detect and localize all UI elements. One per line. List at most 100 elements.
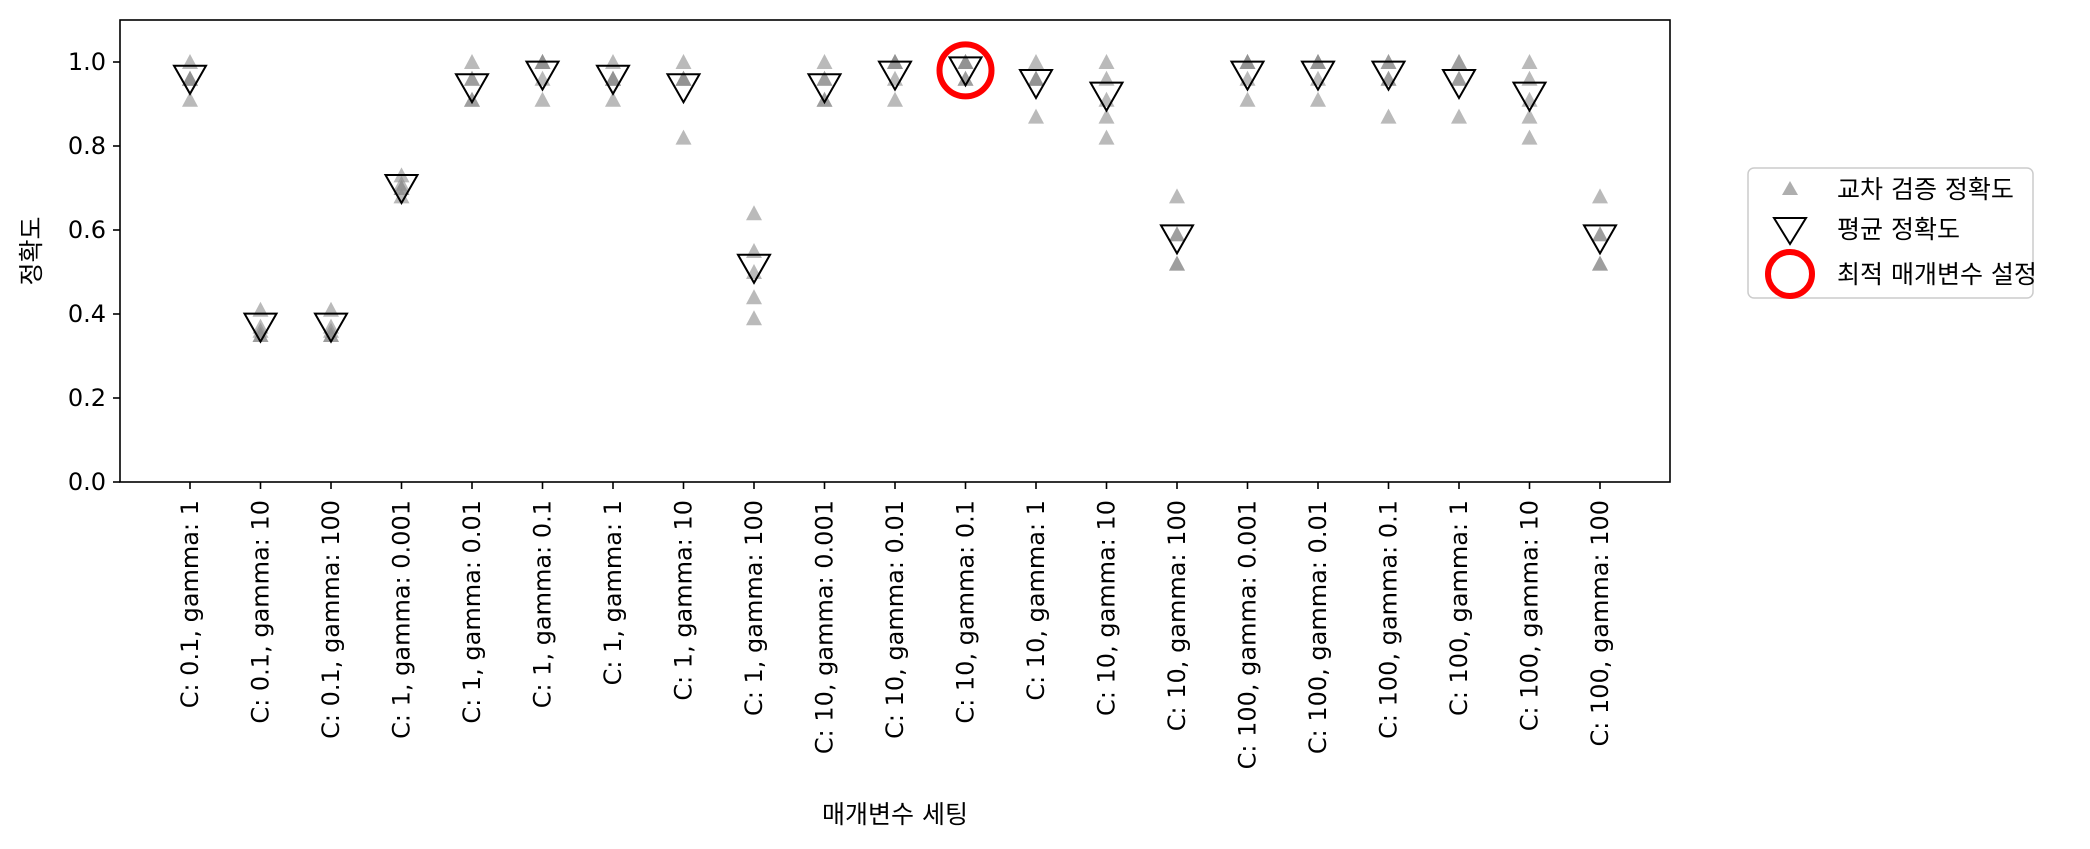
- x-tick-label: C: 10, gamma: 1: [1022, 500, 1050, 701]
- y-tick-label: 0.6: [68, 216, 106, 244]
- cv-accuracy-point: [1592, 226, 1608, 242]
- y-tick-label: 0.4: [68, 300, 106, 328]
- cv-accuracy-point: [1169, 188, 1185, 204]
- mean-accuracy-point: [595, 64, 631, 96]
- cv-accuracy-point: [1169, 255, 1185, 271]
- cv-accuracy-point: [1028, 54, 1044, 69]
- cv-accuracy-point: [1028, 70, 1044, 86]
- cv-accuracy-point: [182, 70, 198, 86]
- cv-accuracy-point: [1169, 226, 1185, 242]
- cv-accuracy-point: [1098, 54, 1115, 69]
- mean-accuracy-point: [877, 60, 913, 92]
- mean-accuracy-point: [1229, 60, 1266, 92]
- mean-accuracy-point: [1018, 69, 1054, 101]
- mean-accuracy-point: [313, 312, 349, 344]
- legend-label-mean: 평균 정확도: [1837, 215, 1960, 244]
- cv-accuracy-point: [957, 54, 974, 69]
- legend-marker-cv: [1782, 181, 1798, 195]
- mean-accuracy-point: [1582, 224, 1618, 256]
- x-tick-label: C: 1, gamma: 0.1: [529, 500, 557, 708]
- cv-accuracy-point: [1098, 108, 1115, 124]
- mean-accuracy-point: [1159, 224, 1195, 256]
- x-tick-label: C: 10, gamma: 0.1: [952, 500, 980, 724]
- mean-accuracy-point: [524, 60, 561, 92]
- x-tick-label: C: 0.1, gamma: 10: [247, 500, 275, 724]
- mean-accuracy-point: [1511, 81, 1548, 113]
- x-tick-label: C: 10, gamma: 0.001: [811, 500, 839, 754]
- mean-accuracy-point: [1088, 81, 1125, 113]
- y-tick-label: 1.0: [68, 48, 106, 76]
- cv-accuracy-point: [1592, 188, 1608, 204]
- x-tick-label: C: 1, gamma: 0.001: [388, 500, 416, 739]
- cv-accuracy-point: [746, 310, 762, 326]
- mean-accuracy-point: [242, 312, 279, 344]
- x-tick-label: C: 1, gamma: 100: [740, 500, 768, 716]
- cv-accuracy-point: [1239, 91, 1256, 107]
- mean-accuracy-points: [172, 56, 1618, 344]
- cv-accuracy-point: [816, 91, 833, 107]
- cv-accuracy-point: [816, 70, 833, 86]
- cv-accuracy-point: [1521, 108, 1538, 124]
- cv-accuracy-point: [393, 188, 410, 204]
- cv-accuracy-point: [534, 91, 551, 107]
- cv-accuracy-point: [1521, 129, 1538, 145]
- cv-accuracy-point: [1451, 54, 1467, 69]
- cv-accuracy-point: [887, 91, 903, 107]
- cv-accuracy-point: [746, 289, 762, 305]
- y-tick-label: 0.2: [68, 384, 106, 412]
- x-tick-label: C: 10, gamma: 0.01: [881, 500, 909, 739]
- x-tick-label: C: 1, gamma: 1: [599, 500, 627, 685]
- x-tick-label: C: 1, gamma: 0.01: [458, 500, 486, 724]
- x-tick-label: C: 100, gamma: 0.01: [1304, 500, 1332, 754]
- cv-accuracy-point: [252, 318, 269, 334]
- x-tick-label: C: 10, gamma: 10: [1093, 500, 1121, 716]
- x-tick-label: C: 100, gamma: 0.1: [1375, 500, 1403, 739]
- cv-accuracy-point: [746, 205, 762, 221]
- x-axis-title: 매개변수 세팅: [822, 800, 968, 829]
- cv-accuracy-point: [816, 54, 833, 69]
- x-axis: C: 0.1, gamma: 1 C: 0.1, gamma: 10 C: 0.1,…: [176, 482, 1614, 769]
- x-tick-label: C: 10, gamma: 100: [1163, 500, 1191, 731]
- cv-accuracy-point: [464, 54, 480, 69]
- mean-accuracy-point: [1441, 69, 1477, 101]
- x-tick-label: C: 0.1, gamma: 100: [317, 500, 345, 739]
- mean-accuracy-point: [1300, 60, 1336, 92]
- cv-accuracy-points: [182, 54, 1608, 342]
- mean-accuracy-point: [454, 73, 490, 105]
- x-tick-label: C: 100, gamma: 10: [1516, 500, 1544, 731]
- cv-accuracy-point: [1310, 91, 1326, 107]
- mean-accuracy-point: [665, 73, 702, 105]
- legend-frame: [1747, 167, 2034, 299]
- cv-accuracy-point: [957, 70, 974, 86]
- cv-accuracy-point: [605, 91, 621, 107]
- x-tick-label: C: 100, gamma: 1: [1445, 500, 1473, 716]
- cv-accuracy-point: [675, 129, 692, 145]
- cv-accuracy-point: [1521, 54, 1538, 69]
- legend-label-best: 최적 매개변수 설정: [1837, 260, 2037, 289]
- cv-accuracy-point: [252, 327, 269, 342]
- cv-accuracy-point: [1028, 108, 1044, 124]
- cv-accuracy-point: [464, 70, 480, 86]
- y-axis-title: 정확도: [17, 216, 46, 285]
- mean-accuracy-point: [736, 253, 772, 285]
- cv-accuracy-point: [675, 54, 692, 69]
- cv-accuracy-point: [393, 175, 410, 191]
- cv-accuracy-point: [605, 70, 621, 86]
- mean-accuracy-point: [806, 73, 843, 105]
- best-parameter-markers: [936, 41, 995, 100]
- cv-accuracy-point: [1451, 108, 1467, 124]
- y-tick-label: 0.8: [68, 132, 106, 160]
- legend: 교차 검증 정확도 평균 정확도 최적 매개변수 설정: [1747, 167, 2037, 299]
- mean-accuracy-point: [383, 174, 420, 206]
- legend-marker-mean: [1772, 217, 1808, 246]
- mean-accuracy-point: [172, 64, 208, 96]
- legend-label-cv: 교차 검증 정확도: [1837, 175, 2014, 204]
- mean-accuracy-point: [1370, 60, 1407, 92]
- cv-accuracy-point: [464, 91, 480, 107]
- cv-accuracy-point: [675, 70, 692, 86]
- cv-accuracy-point: [323, 318, 339, 334]
- legend-marker-best: [1765, 249, 1815, 299]
- cv-accuracy-point: [323, 327, 339, 342]
- cv-accuracy-point: [1380, 108, 1397, 124]
